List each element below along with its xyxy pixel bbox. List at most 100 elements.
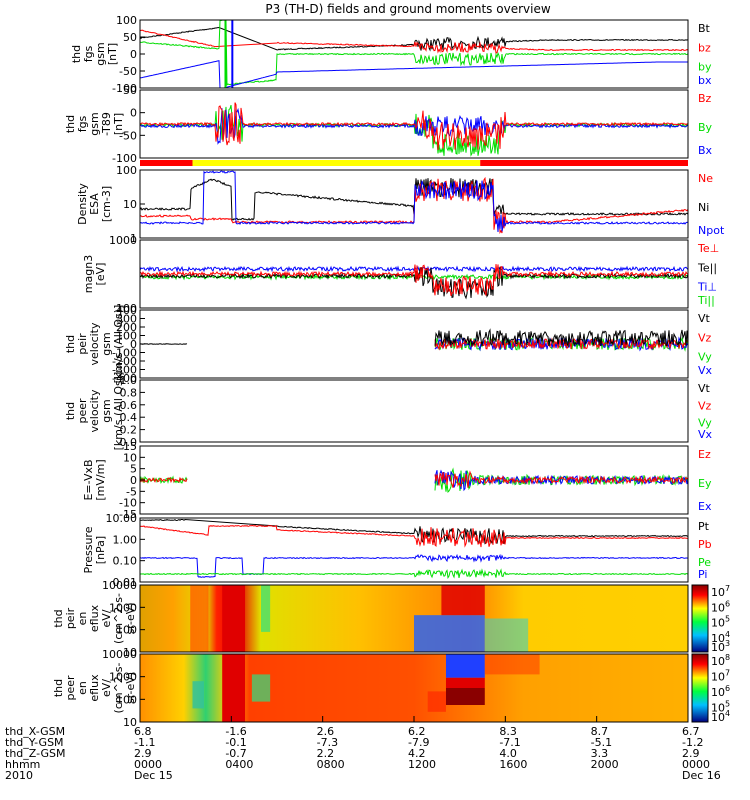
series-pt [140,518,688,545]
y-tick-label: 0.0 [120,436,138,449]
y-axis-label: thd fgs gsm -T89 [nT] [64,112,125,136]
y-tick-label: -400 [112,372,137,385]
y-label-line: velocity [88,389,101,432]
y-label-line: [nT] [106,43,119,65]
panel-frame [139,239,689,309]
legend-entry: bz [698,41,711,54]
panel-4: 1000 100 magn3 [eV] Te⊥ Te|| Ti⊥Ti|| [82,234,719,315]
orbit-value: 3.3 [591,747,609,760]
y-label-line: Density [76,183,89,225]
y-label-line: [km/s (All Qs)] [112,305,125,384]
series-vz [434,337,688,351]
orbit-row-label: hhmm [5,758,40,771]
y-axis-label: E=-VxB [mV/m] [82,459,107,500]
series-vt-2 [434,328,688,348]
legend-entry: Ti|| [697,294,715,307]
y-label-line: E=-VxB [82,459,95,500]
orbit-value: 4.2 [408,747,426,760]
orbit-value: -1.2 [682,736,703,749]
y-tick-label: 1.0 [120,374,138,387]
panel-10-data [140,654,688,722]
y-label-line: [eV] [94,263,107,286]
legend-entry: Vx [698,364,713,377]
y-label-line: [km/s (All Qs)] [112,372,125,451]
orbit-row-label: 2010 [5,769,33,782]
panel-2-data [140,102,688,157]
y-label-line: peer [64,675,77,701]
panel-5-data [140,328,688,352]
y-tick-label: 100 [116,624,137,637]
panel-frame [139,89,689,159]
panel-frame [139,517,689,583]
y-tick-label: 0 [130,338,137,351]
y-tick-label: 100 [116,330,137,343]
panel-4-data [140,264,688,300]
colorbar-tick: 104 [711,709,730,724]
orbit-row-label: thd_X-GSM [5,725,65,738]
series-vt [140,343,188,345]
panel-3: 100 10 1 Density ESA [cm-3] Ne Ni Npot [76,164,725,245]
y-tick-label: 1000 [109,234,137,247]
orbit-value: -0.1 [225,736,246,749]
y-label-line: [nPa] [94,536,107,564]
legend-entry: Vy [698,417,712,430]
y-label-line: fgs [76,115,89,132]
y-tick-label: 10 [123,198,137,211]
colorbar-tick: 103 [711,639,730,654]
y-label-line: Pressure [82,526,95,573]
y-label-line: thd [64,402,77,420]
orbit-value: 0000 [682,758,710,771]
colorbar-tick: 106 [711,684,730,699]
orbit-value: 4.0 [499,747,517,760]
y-tick-label: 0 [130,474,137,487]
legend-entry: Vt [698,312,711,325]
y-tick-label: 1.00 [113,533,138,546]
legend-entry: Pe [698,556,711,569]
legend-entry: By [698,121,713,134]
y-axis-label: thd fgs gsm [nT] [70,42,119,65]
legend-entry: Pb [698,538,712,551]
legend-entry: bx [698,74,712,87]
orbit-value: 2.6 [317,725,335,738]
panel-9-data [140,585,688,652]
y-tick-label: 400 [116,304,137,317]
y-axis-label: thd peir en eflux eV/(cm^2-s-sr-eV) [52,593,137,644]
y-tick-label: -15 [119,508,137,521]
legend-entry: Vt [698,382,711,395]
y-label-line: velocity [88,322,101,365]
orbit-value: 2.9 [682,747,700,760]
y-tick-label: -50 [119,65,137,78]
y-tick-label: -100 [112,82,137,95]
y-tick-label: -300 [112,364,137,377]
y-label-line: gsm [94,42,107,65]
legend-entry: Bz [698,92,712,105]
panel-2: 50 0 -50 -100 thd fgs gsm -T89 [nT] Bz By Bx [64,84,713,165]
y-tick-label: 10000 [102,648,137,661]
series-pb [140,524,688,548]
legend-entry: Npot [698,224,725,237]
panel-frame [139,445,689,515]
legend-entry: Ey [698,477,712,490]
y-label-line: (cm^2-s- [112,663,125,714]
series-ez [140,476,188,484]
orbit-labels: thd_X-GSM 6.8 -1.6 2.6 6.2 8.3 8.7 6.7 thd_Y-GSM… [5,716,721,782]
y-tick-label: 5 [130,463,137,476]
y-tick-label: 300 [116,313,137,326]
colorbar [691,653,709,723]
legend-entry: Pi [698,568,707,581]
y-tick-label: 0.01 [113,576,138,589]
y-label-line: (cm^2-s- [112,593,125,644]
y-axis-label: Density ESA [cm-3] [76,183,113,225]
spectrogram-detail [190,585,529,652]
orbit-value: 0400 [225,758,253,771]
legend-entry: Te⊥ [697,242,719,255]
legend-entry: Bt [698,22,711,35]
series-pi [140,553,688,578]
legend-entry: Vz [698,399,712,412]
y-label-line: sr-eV) [124,672,137,704]
y-tick-label: 100 [116,164,137,177]
y-label-line: [nT] [112,113,125,135]
colorbar-tick: 106 [711,599,730,614]
orbit-value: -5.1 [591,736,612,749]
